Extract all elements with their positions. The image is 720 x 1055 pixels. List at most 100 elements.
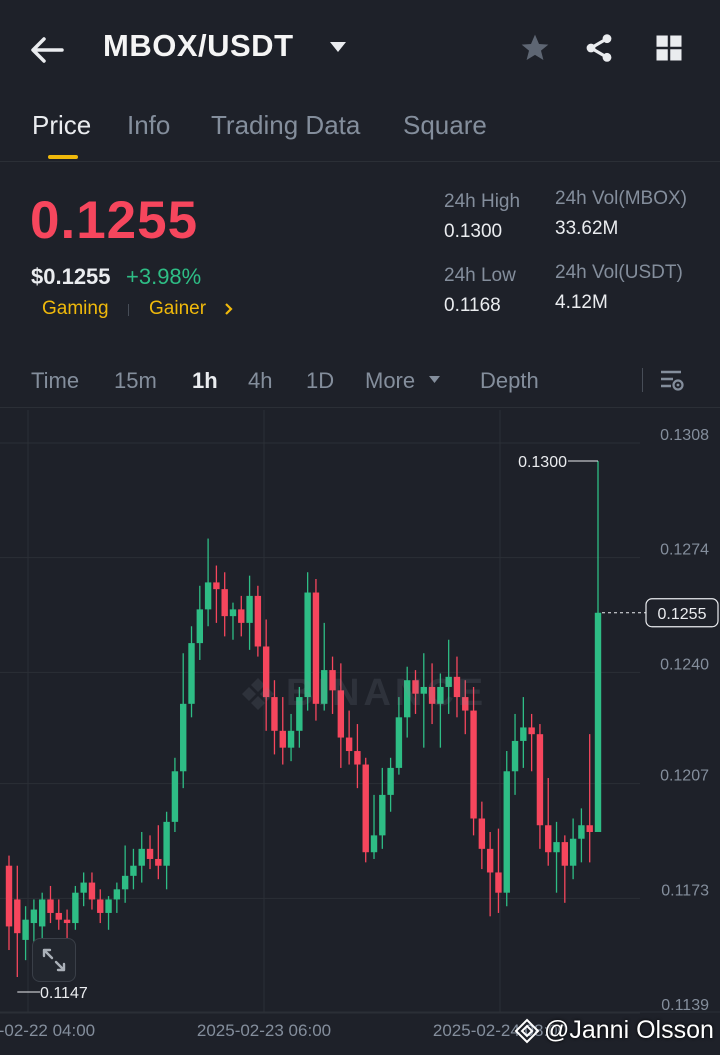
low-label: 24h Low [444,265,516,286]
candle-body [130,865,137,876]
interval-time[interactable]: Time [31,368,80,393]
candle [138,831,145,883]
caret-down-icon[interactable] [328,40,348,54]
candle [22,906,29,961]
signature-text: @Janni Olsson [544,1016,714,1044]
candle [105,896,112,930]
candle [14,865,21,978]
usd-price: $0.1255 [31,264,111,289]
vol-base-label: 24h Vol(MBOX) [555,188,687,209]
candle-body [63,919,71,924]
candle-body [478,818,486,849]
grid-icon[interactable] [651,30,687,66]
candle [188,626,195,718]
interval-more[interactable]: More [365,368,416,393]
chart-toolbar: Time 15m 1h 4h 1D More Depth [0,356,720,408]
interval-1d[interactable]: 1D [306,368,335,393]
current-price-box [645,598,719,628]
current-price-label: 0.1255 [658,606,707,623]
candle [287,713,295,762]
candle-body [470,710,477,819]
x-tick-label: 2025-02-23 06:00 [197,1021,331,1040]
share-icon[interactable] [581,30,617,66]
expand-icon [42,948,66,972]
chevron-right-icon[interactable] [224,302,234,316]
y-tick-label: 0.1308 [660,427,709,444]
star-icon[interactable] [517,30,553,66]
candle [121,845,129,903]
candle-body [180,703,187,772]
candle [204,538,212,627]
candle-body [163,821,170,866]
back-button[interactable] [30,28,70,72]
candle-body [420,686,427,694]
candle-body [428,686,436,704]
candle-body [279,730,286,748]
pair-title[interactable]: MBOX/USDT [103,28,294,63]
candle [362,757,369,863]
active-tab-indicator [48,155,78,159]
candle [38,892,46,944]
candle [503,751,510,907]
interval-1h[interactable]: 1h [192,368,218,393]
candle-body [196,609,204,644]
candle [80,872,87,907]
candle [63,909,71,940]
candle-body [113,889,121,900]
candle-body [188,643,195,704]
candle-body [486,848,494,873]
vol-base-value: 33.62M [555,218,619,239]
candle [279,697,286,765]
candle-body [146,848,154,859]
candle-body [262,646,270,698]
interval-15m[interactable]: 15m [114,368,157,393]
tag-gaming[interactable]: Gaming [42,298,109,319]
tab-square[interactable]: Square [403,110,487,140]
candle [345,710,353,765]
candle [221,572,228,637]
high-value: 0.1300 [444,221,503,242]
candle-body [321,670,328,704]
candle-body [287,730,295,748]
caret-down-icon[interactable] [428,375,441,384]
candle [354,724,361,789]
candlestick-chart[interactable]: 0.1308 0.1274 0.1240 0.1207 0.1173 0.1139 202… [0,410,720,1055]
candle [304,572,311,711]
tag-gainer[interactable]: Gainer [149,298,207,319]
tab-trading-data[interactable]: Trading Data [211,110,361,140]
candle-body [536,734,544,826]
candle-body [412,680,419,694]
candle [30,899,38,947]
tab-info[interactable]: Info [127,110,171,140]
chart-settings-icon[interactable] [659,368,685,394]
candle [412,670,419,714]
candle-body [254,595,262,647]
price-change: +3.98% [126,264,202,289]
candle-body [503,771,510,893]
candle [553,821,560,893]
candle-body [586,825,593,832]
candle-body [246,595,253,623]
top-bar: MBOX/USDT [0,0,720,100]
candle [470,686,477,836]
interval-4h[interactable]: 4h [248,368,273,393]
candle-body [569,838,577,866]
y-tick-label: 0.1240 [660,656,709,673]
tag-divider [128,304,129,316]
candle [196,585,204,660]
fullscreen-button[interactable] [32,938,76,982]
tab-bar: Price Info Trading Data Square [0,100,720,162]
tab-price[interactable]: Price [32,110,92,140]
low-value: 0.1168 [444,295,501,316]
candle [370,794,378,859]
candle-body [97,899,104,913]
candle [238,595,245,637]
candle [462,680,469,735]
last-price: 0.1255 [30,191,199,250]
candle [387,757,394,812]
candle-body [88,882,96,900]
depth-tab[interactable]: Depth [480,368,539,393]
candle [171,757,179,832]
candle [478,801,486,870]
candle-body [520,727,527,741]
